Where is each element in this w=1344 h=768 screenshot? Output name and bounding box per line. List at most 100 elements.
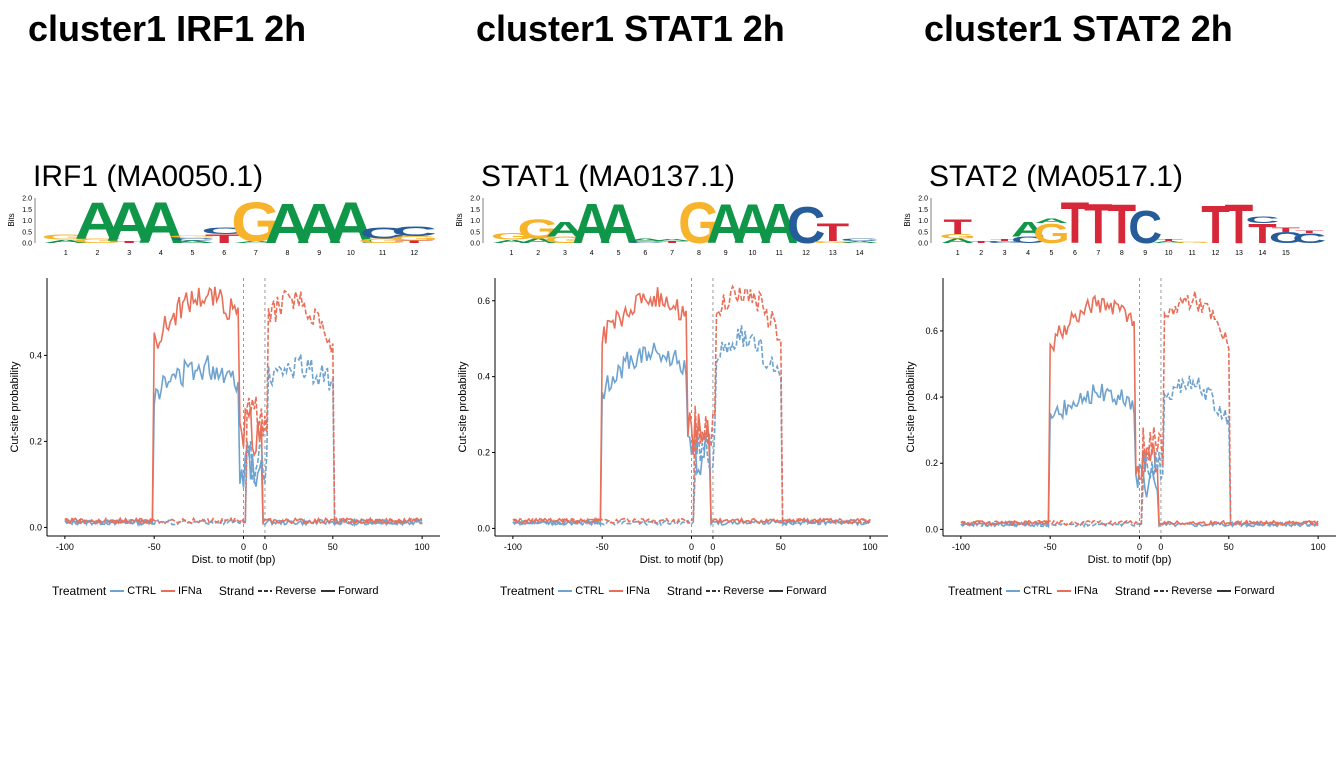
panel-title: cluster1 STAT2 2h [924,8,1233,49]
logo-position-label: 14 [856,250,864,257]
legend-title-strand: Strand [218,584,255,598]
legend-label-forward: Forward [786,585,827,597]
logo-letter-G: G [1174,241,1210,243]
svg-text:C: C [626,241,665,244]
svg-text:A: A [626,238,665,242]
logo-y-tick: 0.0 [470,241,480,248]
logo-position-label: 10 [1165,250,1173,257]
legend-title-treatment: Treatment [52,584,107,598]
legend-item-forward: Forward [321,585,379,597]
logo-y-tick: 0.5 [918,229,928,236]
legend-title-treatment: Treatment [948,584,1003,598]
logo-position-label: 9 [1143,250,1147,257]
logo-letter-G: G [1033,219,1069,250]
logo-y-tick: 1.0 [470,218,480,225]
logo-letter-A: A [328,190,374,255]
legend-label-ifna: IFNa [1073,585,1098,597]
x-tick-label: -50 [148,542,161,552]
cut-site-chart: 0.0 0.2 0.4 -100 -50 0 0 50 100 Dist. to motif (b… [9,278,440,566]
legend-item-reverse: Reverse [706,585,764,597]
logo-letter-C: C [1128,201,1162,253]
logo-letter-T: T [1107,193,1136,254]
x-tick-label: 50 [1224,542,1234,552]
logo-letter-T: T [816,218,849,246]
svg-text:G: G [41,233,90,241]
legend-item-forward: Forward [769,585,827,597]
legend-title-treatment: Treatment [500,584,555,598]
svg-text:G: G [73,237,122,244]
x-tick-label: 0 [710,542,715,552]
legend-item-forward: Forward [1217,585,1275,597]
x-tick-label: -50 [1044,542,1057,552]
legend-item-ifna: IFNa [1056,585,1098,597]
logo-y-tick: 1.5 [470,207,480,214]
svg-text:C: C [1292,231,1326,246]
svg-text:A: A [43,239,89,245]
motif-title: STAT2 (MA0517.1) [929,160,1183,193]
y-tick-label: 0.4 [925,392,938,402]
svg-text:A: A [519,238,558,245]
svg-text:G: G [939,233,975,240]
y-tick-label: 0.4 [29,350,42,360]
panel-title: cluster1 STAT1 2h [476,8,785,49]
legend-label-ctrl: CTRL [127,585,156,597]
logo-y-tick: 0.5 [22,229,32,236]
logo-position-label: 6 [222,250,226,257]
chart-legend: Treatment CTRL IFNa Strand Reverse Forwa… [500,584,832,598]
series-line-ifna-reverse [960,291,1319,527]
y-tick-label: 0.0 [29,522,42,532]
logo-position-label: 7 [670,250,674,257]
x-axis-label: Dist. to motif (bp) [640,554,724,566]
logo-position-label: 8 [697,250,701,257]
logo-y-label: Bits [455,213,464,226]
svg-text:G: G [168,235,217,238]
logo-y-tick: 2.0 [22,196,32,203]
logo-letter-G: G [168,235,217,238]
logo-letter-C: C [1245,215,1279,225]
svg-text:T: T [967,241,996,244]
logo-position-label: 6 [1073,250,1077,257]
motif-title: IRF1 (MA0050.1) [33,160,264,193]
logo-position-label: 6 [643,250,647,257]
logo-letter-A: A [1035,217,1069,224]
svg-text:A: A [733,193,772,255]
logo-position-label: 4 [1026,250,1030,257]
logo-letter-A: A [840,241,879,244]
x-tick-label: 50 [328,542,338,552]
logo-position-label: 3 [127,250,131,257]
logo-letter-A: A [941,238,975,245]
y-axis-label: Cut-site probability [457,361,469,453]
logo-letter-C: C [988,241,1022,244]
svg-text:T: T [395,240,434,244]
series-line-ifna-reverse [64,289,423,525]
x-tick-label: 0 [689,542,694,552]
x-tick-label: 0 [241,542,246,552]
legend-label-ctrl: CTRL [1023,585,1052,597]
series-line-ctrl-reverse [512,325,871,527]
logo-letter-G: G [939,233,975,240]
series-line-ifna-reverse [512,284,871,525]
logo-letter-A: A [572,192,611,256]
legend-label-forward: Forward [338,585,379,597]
logo-position-label: 5 [1050,250,1054,257]
svg-text:A: A [941,238,975,245]
svg-text:A: A [1011,217,1045,241]
logo-position-label: 9 [724,250,728,257]
logo-position-label: 5 [617,250,621,257]
logo-y-tick: 2.0 [470,196,480,203]
logo-position-label: 1 [64,250,68,257]
x-axis-label: Dist. to motif (bp) [192,554,276,566]
svg-text:C: C [840,238,879,242]
logo-letter-G: G [491,231,533,241]
svg-text:A: A [599,193,638,255]
x-tick-label: 100 [1311,542,1326,552]
logo-letter-T: T [1272,226,1301,233]
logo-letter-A: A [1152,241,1186,244]
legend-label-ifna: IFNa [177,585,202,597]
legend-item-ctrl: CTRL [1006,585,1052,597]
svg-text:A: A [1035,217,1069,224]
legend-label-reverse: Reverse [1171,585,1213,597]
logo-letter-G: G [231,191,280,253]
